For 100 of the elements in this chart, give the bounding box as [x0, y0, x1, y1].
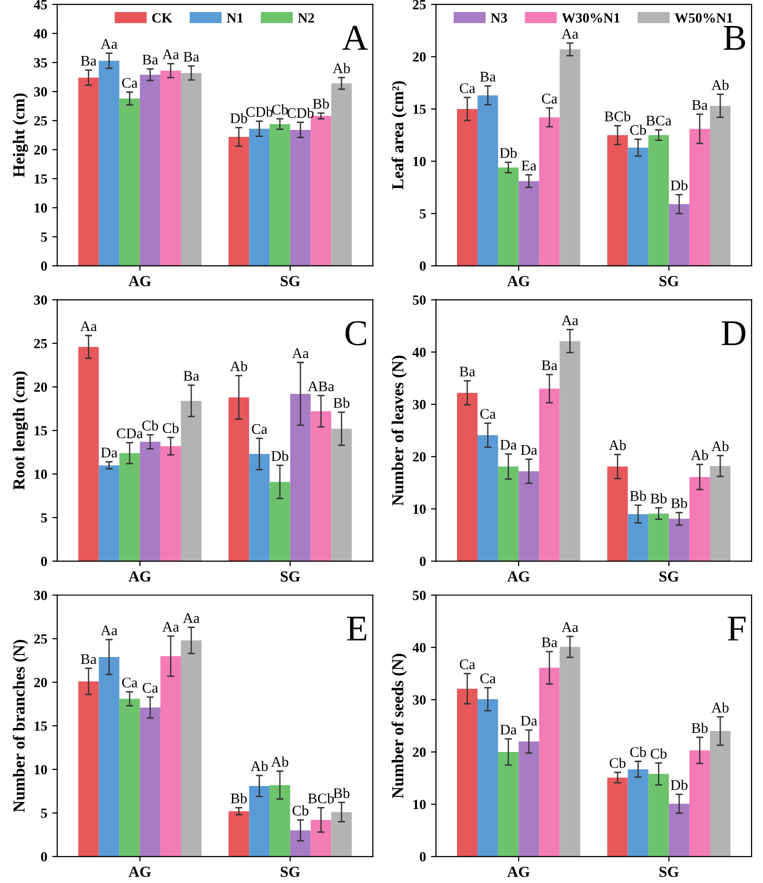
data-label: Aa [292, 348, 309, 358]
bar [249, 786, 270, 857]
bar [628, 148, 648, 266]
x-tick-label: AG [128, 276, 151, 286]
y-tick-label: 40 [412, 642, 426, 652]
bar [518, 181, 540, 266]
bar [668, 804, 690, 857]
y-tick-label: 0 [420, 556, 426, 566]
data-label: Bb [333, 788, 350, 798]
y-tick-label: 40 [412, 348, 426, 358]
bar [478, 95, 498, 266]
data-label: ABa [308, 381, 334, 392]
data-label: Ab [711, 702, 729, 713]
data-label: Aa [562, 28, 578, 39]
data-label: Bb [312, 98, 329, 109]
data-label: Ab [332, 62, 350, 74]
annotation: F [728, 616, 746, 640]
bar [290, 130, 311, 266]
annotation: A [342, 26, 368, 50]
data-label: Ca [480, 408, 496, 419]
bar [607, 466, 628, 562]
data-label: BCb [308, 793, 334, 804]
data-label: Ca [460, 659, 476, 670]
bar [710, 106, 731, 266]
data-label: Aa [100, 625, 118, 636]
bar [119, 98, 140, 266]
bar [270, 482, 290, 562]
annotation: D [722, 321, 746, 346]
y-tick-label: 10 [34, 764, 47, 774]
y-tick-label: 25 [34, 634, 47, 644]
x-tick-label: AG [507, 866, 530, 877]
bar [648, 774, 669, 857]
y-tick-label: 50 [412, 295, 426, 305]
data-label: Cb [630, 746, 646, 758]
data-label: Db [271, 450, 288, 461]
data-label: Ba [142, 54, 158, 65]
y-tick-label: 20 [34, 145, 47, 155]
data-label: Bb [333, 398, 350, 408]
data-label: Ba [692, 100, 708, 110]
bar [140, 442, 160, 562]
y-tick-label: 15 [34, 426, 47, 436]
y-tick-label: 5 [41, 232, 47, 242]
data-label: Bb [230, 793, 247, 804]
y-tick-label: 30 [412, 400, 426, 410]
bar [331, 83, 352, 266]
bar [560, 49, 580, 266]
bar [228, 811, 250, 857]
bar [310, 411, 332, 562]
y-tick-label: 5 [420, 209, 426, 218]
data-label: Ba [542, 360, 558, 370]
data-label: Ba [80, 654, 96, 664]
data-label: Ca [142, 682, 158, 693]
data-label: BCa [646, 116, 672, 126]
bar [98, 60, 120, 266]
data-label: Ab [711, 440, 729, 452]
data-label: Cb [630, 124, 646, 135]
data-label: Db [670, 780, 688, 790]
legend-label: N3 [490, 13, 508, 23]
data-label: Da [100, 448, 118, 458]
bar [710, 731, 731, 857]
data-label: Aa [100, 39, 118, 49]
x-tick-label: SG [660, 276, 679, 286]
bar [180, 400, 202, 562]
data-label: Cb [292, 805, 308, 816]
data-label: Ca [252, 424, 268, 434]
x-tick-label: AG [507, 276, 530, 286]
data-label: Aa [562, 622, 578, 632]
data-label: Ba [460, 366, 476, 376]
x-tick-label: SG [280, 866, 300, 877]
bar [78, 78, 99, 266]
bar [310, 820, 332, 857]
bar [140, 708, 160, 857]
bar [498, 466, 519, 562]
bar [160, 70, 181, 266]
bar [98, 465, 120, 562]
data-label: Bb [630, 490, 646, 501]
data-label: Ca [122, 78, 138, 88]
bar [180, 640, 202, 857]
bar [331, 812, 352, 857]
data-label: Ba [80, 56, 96, 66]
annotation: E [347, 616, 366, 640]
bar [689, 128, 710, 266]
bar [689, 476, 710, 562]
y-tick-label: 10 [413, 504, 426, 514]
bar [668, 204, 690, 266]
bar [228, 136, 250, 266]
y-tick-label: 15 [34, 174, 47, 184]
data-label: Ab [608, 440, 626, 450]
bar [270, 785, 290, 857]
data-label: Db [670, 180, 688, 190]
bar [478, 699, 498, 857]
y-tick-label: 0 [41, 852, 47, 862]
data-label: Da [520, 716, 538, 726]
y-tick-label: 15 [34, 721, 47, 731]
data-label: Ab [250, 760, 268, 772]
y-tick-label: 25 [412, 0, 426, 10]
bar [160, 446, 181, 562]
bar [119, 698, 140, 857]
y-tick-label: 0 [420, 852, 426, 862]
y-tick-label: 0 [41, 556, 47, 566]
